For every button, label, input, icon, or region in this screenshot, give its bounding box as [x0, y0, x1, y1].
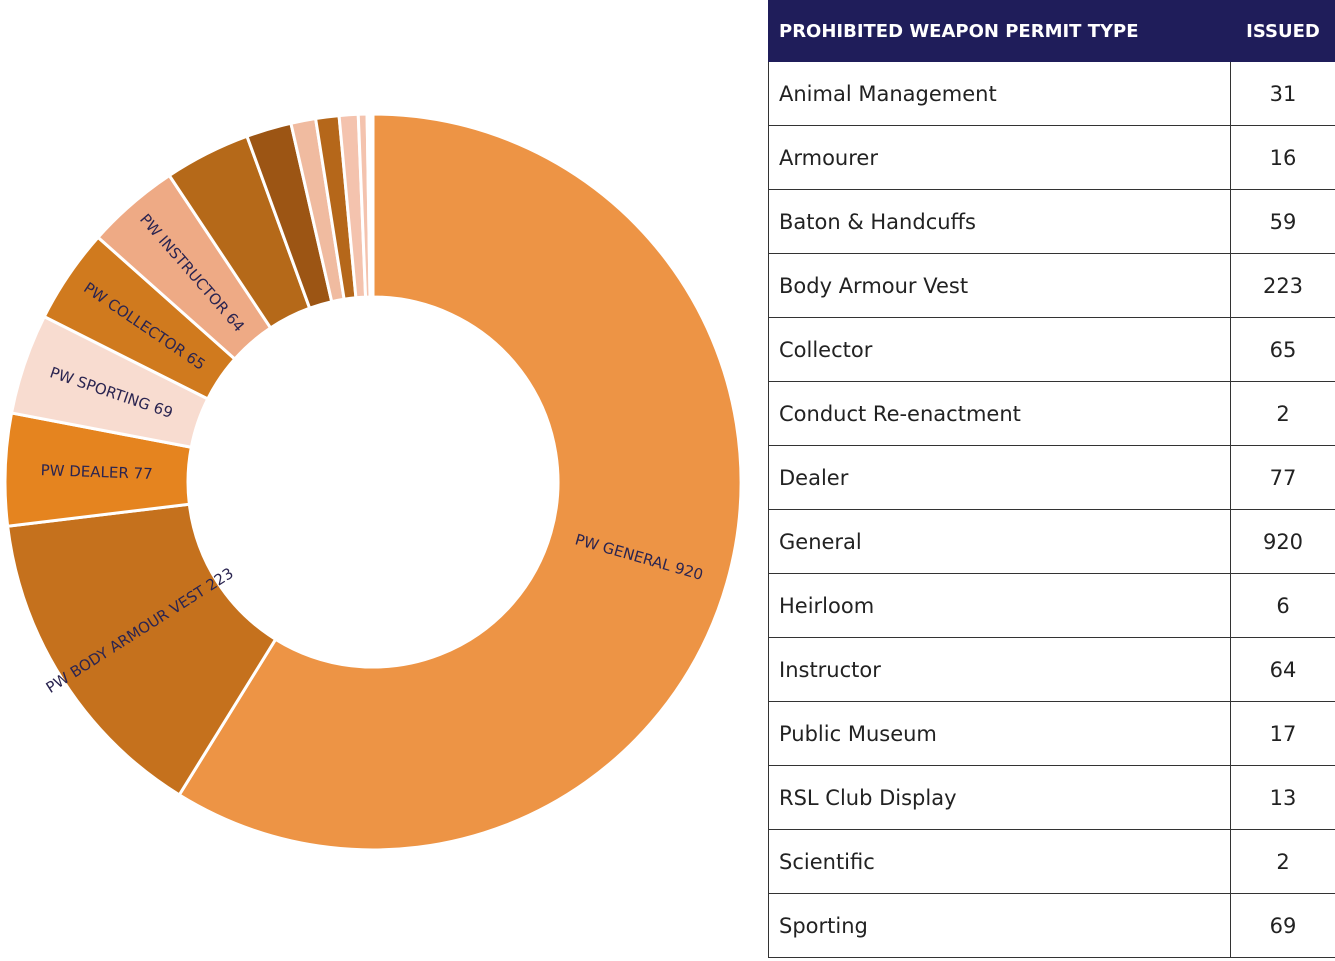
table-row: Conduct Re-enactment 2: [768, 381, 1335, 446]
type-cell: Scientific: [768, 829, 1231, 894]
permit-table: PROHIBITED WEAPON PERMIT TYPE ISSUED Ani…: [768, 0, 1335, 958]
issued-cell: 6: [1230, 573, 1335, 638]
type-cell: Body Armour Vest: [768, 253, 1231, 318]
table-row: Dealer 77: [768, 445, 1335, 510]
table-row: RSL Club Display 13: [768, 765, 1335, 830]
type-cell: Sporting: [768, 893, 1231, 958]
type-cell: Collector: [768, 317, 1231, 382]
issued-cell: 920: [1230, 509, 1335, 574]
header-row: PROHIBITED WEAPON PERMIT TYPE ISSUED: [768, 0, 1335, 62]
slice: [5, 502, 278, 797]
issued-cell: 65: [1230, 317, 1335, 382]
table-row: Animal Management 31: [768, 61, 1335, 126]
issued-cell: 17: [1230, 701, 1335, 766]
slice: [368, 112, 375, 299]
type-cell: General: [768, 509, 1231, 574]
table-row: Heirloom 6: [768, 573, 1335, 638]
slice: [177, 112, 743, 852]
issued-cell: 2: [1230, 381, 1335, 446]
type-cell: Animal Management: [768, 61, 1231, 126]
table-row: Public Museum 17: [768, 701, 1335, 766]
issued-cell: 223: [1230, 253, 1335, 318]
table-row: Baton & Handcuffs 59: [768, 189, 1335, 254]
issued-cell: 2: [1230, 829, 1335, 894]
table-row: Instructor 64: [768, 637, 1335, 702]
type-cell: RSL Club Display: [768, 765, 1231, 830]
issued-cell: 59: [1230, 189, 1335, 254]
slice-label: PW DEALER 77: [40, 461, 153, 483]
header-cell: PROHIBITED WEAPON PERMIT TYPE: [768, 0, 1231, 62]
issued-cell: 69: [1230, 893, 1335, 958]
issued-cell: 77: [1230, 445, 1335, 510]
table-row: Body Armour Vest 223: [768, 253, 1335, 318]
table-row: General 920: [768, 509, 1335, 574]
issued-cell: 16: [1230, 125, 1335, 190]
type-cell: Armourer: [768, 125, 1231, 190]
issued-cell: 31: [1230, 61, 1335, 126]
header-cell: ISSUED: [1230, 0, 1335, 62]
table-row: Collector 65: [768, 317, 1335, 382]
table-row: Scientific 2: [768, 829, 1335, 894]
type-cell: Public Museum: [768, 701, 1231, 766]
type-cell: Instructor: [768, 637, 1231, 702]
table-row: Sporting 69: [768, 893, 1335, 958]
type-cell: Conduct Re-enactment: [768, 381, 1231, 446]
type-cell: Dealer: [768, 445, 1231, 510]
type-cell: Baton & Handcuffs: [768, 189, 1231, 254]
issued-cell: 64: [1230, 637, 1335, 702]
table-row: Armourer 16: [768, 125, 1335, 190]
issued-cell: 13: [1230, 765, 1335, 830]
type-cell: Heirloom: [768, 573, 1231, 638]
